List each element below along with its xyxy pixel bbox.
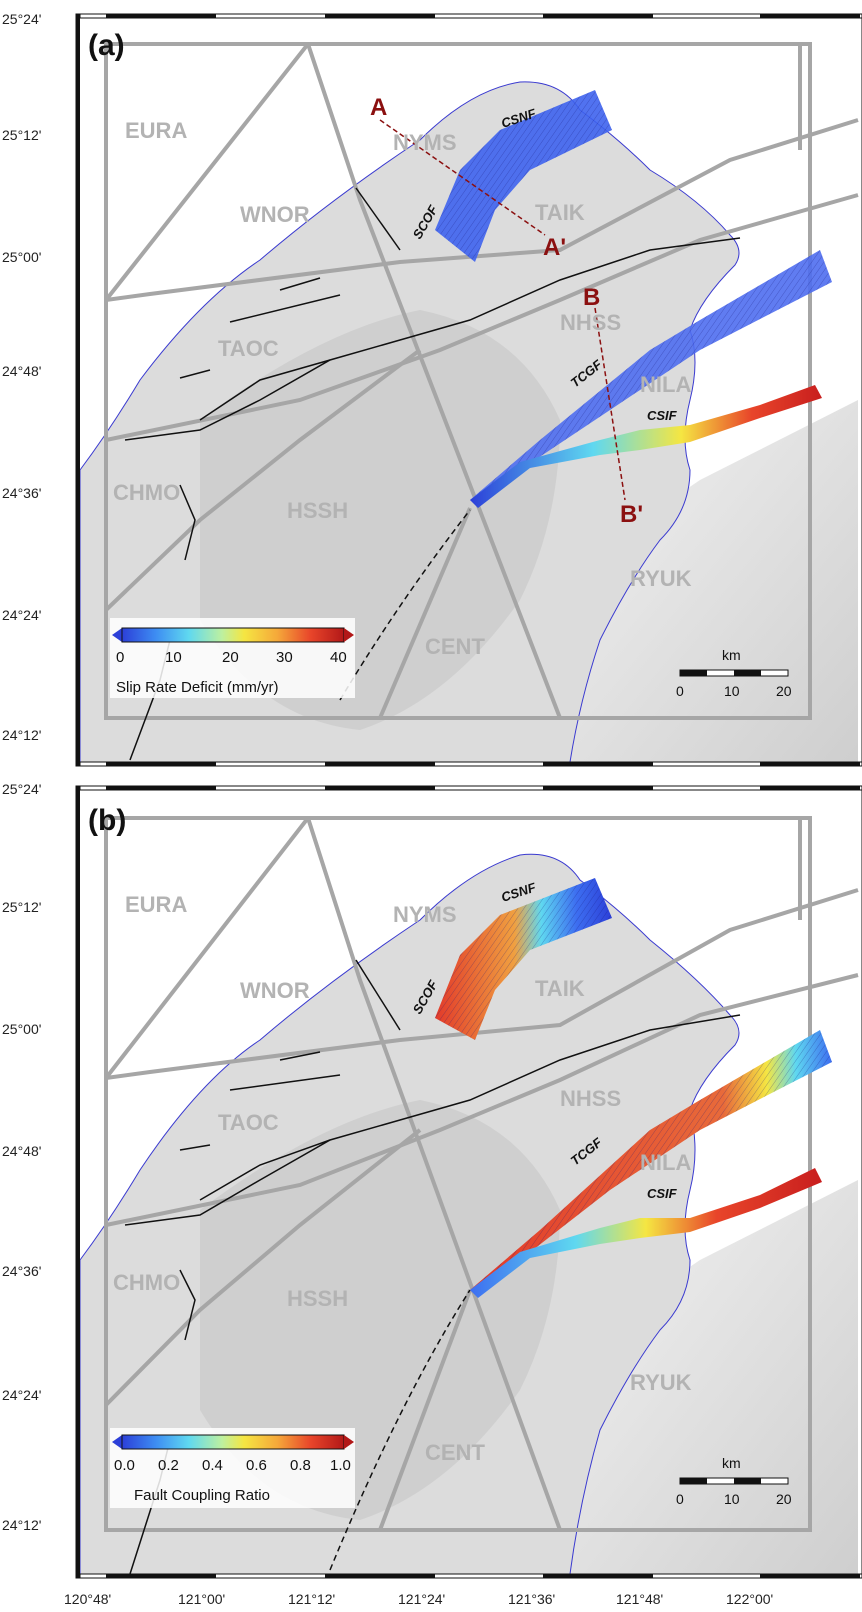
- profile-label-a: A: [370, 94, 387, 121]
- lat-tick-a-1: 25°12': [2, 127, 41, 143]
- lat-tick-a-0: 25°24': [2, 11, 41, 27]
- block-label-nyms: NYMS: [393, 130, 457, 155]
- lat-tick-b-0: 25°24': [2, 781, 41, 797]
- profile-label-a-prime: A': [543, 234, 566, 261]
- csif-patch: [470, 385, 822, 508]
- fault-label-csif-b: CSIF: [647, 1186, 678, 1201]
- block-label-taoc-b: TAOC: [218, 1110, 279, 1135]
- colorbar-a-tick-1: 10: [165, 649, 182, 666]
- colorbar-b-title: Fault Coupling Ratio: [134, 1487, 270, 1504]
- lat-tick-b-1: 25°12': [2, 899, 41, 915]
- profile-label-b: B: [583, 284, 600, 311]
- colorbar-a-tick-0: 0: [116, 649, 124, 666]
- scale-b-0: 0: [676, 1491, 684, 1507]
- scale-b-unit: km: [722, 1455, 741, 1471]
- lat-tick-a-5: 24°24': [2, 607, 41, 623]
- colorbar-b-tick-1: 0.2: [158, 1457, 179, 1474]
- panel-a: (a) EURA NYMS WNOR TAIK TAOC NHSS NILA C…: [2, 11, 862, 767]
- frame-a: [75, 13, 862, 767]
- sea-relief-b: [560, 1180, 858, 1574]
- fault-traces: [124, 187, 741, 761]
- block-boundaries: [104, 42, 859, 720]
- block-label-hssh-b: HSSH: [287, 1286, 348, 1311]
- scale-a-0: 0: [676, 683, 684, 699]
- colorbar-a-tick-3: 30: [276, 649, 293, 666]
- block-label-nila: NILA: [640, 372, 691, 397]
- profile-label-b-prime: B': [620, 501, 643, 528]
- panel-label-a: (a): [88, 29, 125, 62]
- block-label-nila-b: NILA: [640, 1150, 691, 1175]
- lon-tick-5: 121°48': [616, 1591, 663, 1607]
- scale-a-10: 10: [724, 683, 740, 699]
- panel-label-b: (b): [88, 804, 126, 837]
- block-label-nyms-b: NYMS: [393, 902, 457, 927]
- colorbar-b-tick-4: 0.8: [290, 1457, 311, 1474]
- scale-b-20: 20: [776, 1491, 792, 1507]
- colorbar-b-tick-3: 0.6: [246, 1457, 267, 1474]
- fault-patches: [435, 90, 832, 508]
- lat-tick-a-6: 24°12': [2, 727, 41, 743]
- lat-tick-b-4: 24°36': [2, 1263, 41, 1279]
- colorbar-a-tick-2: 20: [222, 649, 239, 666]
- block-label-cent-b: CENT: [425, 1440, 485, 1465]
- lon-tick-6: 122°00': [726, 1591, 773, 1607]
- scale-bar-a: km 0 10 20: [676, 647, 792, 699]
- lat-tick-a-3: 24°48': [2, 363, 41, 379]
- colorbar-b-tick-2: 0.4: [202, 1457, 223, 1474]
- colorbar-b-tick-5: 1.0: [330, 1457, 351, 1474]
- block-label-taik: TAIK: [535, 200, 585, 225]
- lat-tick-b-6: 24°12': [2, 1517, 41, 1533]
- lat-tick-b-5: 24°24': [2, 1387, 41, 1403]
- fault-traces-b: [124, 959, 741, 1575]
- lat-tick-b-3: 24°48': [2, 1143, 41, 1159]
- profile-line-bb: [594, 307, 626, 501]
- panel-b: (b) EURA NYMS WNOR TAIK TAOC NHSS NILA C…: [2, 781, 862, 1607]
- block-label-eura-b: EURA: [125, 892, 187, 917]
- lat-tick-b-2: 25°00': [2, 1021, 41, 1037]
- colorbar-b-tick-0: 0.0: [114, 1457, 135, 1474]
- block-label-ryuk: RYUK: [630, 566, 692, 591]
- block-label-nhss-b: NHSS: [560, 1086, 621, 1111]
- colorbar-b: 0.0 0.2 0.4 0.6 0.8 1.0 Fault Coupling R…: [110, 1428, 355, 1508]
- lon-tick-3: 121°24': [398, 1591, 445, 1607]
- fault-label-csif: CSIF: [647, 408, 678, 423]
- block-label-nhss: NHSS: [560, 310, 621, 335]
- lon-tick-1: 121°00': [178, 1591, 225, 1607]
- block-label-eura: EURA: [125, 118, 187, 143]
- lon-tick-2: 121°12': [288, 1591, 335, 1607]
- csif-patch-b: [470, 1168, 822, 1298]
- block-label-ryuk-b: RYUK: [630, 1370, 692, 1395]
- frame-b: [75, 785, 862, 1579]
- block-label-taoc: TAOC: [218, 336, 279, 361]
- scale-a-unit: km: [722, 647, 741, 663]
- fault-patches-b: [435, 878, 832, 1298]
- scale-b-10: 10: [724, 1491, 740, 1507]
- scale-a-20: 20: [776, 683, 792, 699]
- profile-line-aa: [379, 119, 546, 236]
- colorbar-a-title: Slip Rate Deficit (mm/yr): [116, 679, 279, 696]
- lat-tick-a-2: 25°00': [2, 249, 41, 265]
- terrain-texture-b: [200, 1100, 560, 1520]
- colorbar-a: 0 10 20 30 40 Slip Rate Deficit (mm/yr): [110, 618, 355, 698]
- scale-bar-b: km 0 10 20: [676, 1455, 792, 1507]
- colorbar-a-tick-4: 40: [330, 649, 347, 666]
- block-label-chmo: CHMO: [113, 480, 180, 505]
- lon-tick-4: 121°36': [508, 1591, 555, 1607]
- block-label-cent: CENT: [425, 634, 485, 659]
- lon-tick-0: 120°48': [64, 1591, 111, 1607]
- block-label-hssh: HSSH: [287, 498, 348, 523]
- block-label-taik-b: TAIK: [535, 976, 585, 1001]
- block-label-wnor-b: WNOR: [240, 978, 310, 1003]
- block-label-chmo-b: CHMO: [113, 1270, 180, 1295]
- lat-tick-a-4: 24°36': [2, 485, 41, 501]
- block-label-wnor: WNOR: [240, 202, 310, 227]
- block-boundaries-b: [104, 816, 859, 1532]
